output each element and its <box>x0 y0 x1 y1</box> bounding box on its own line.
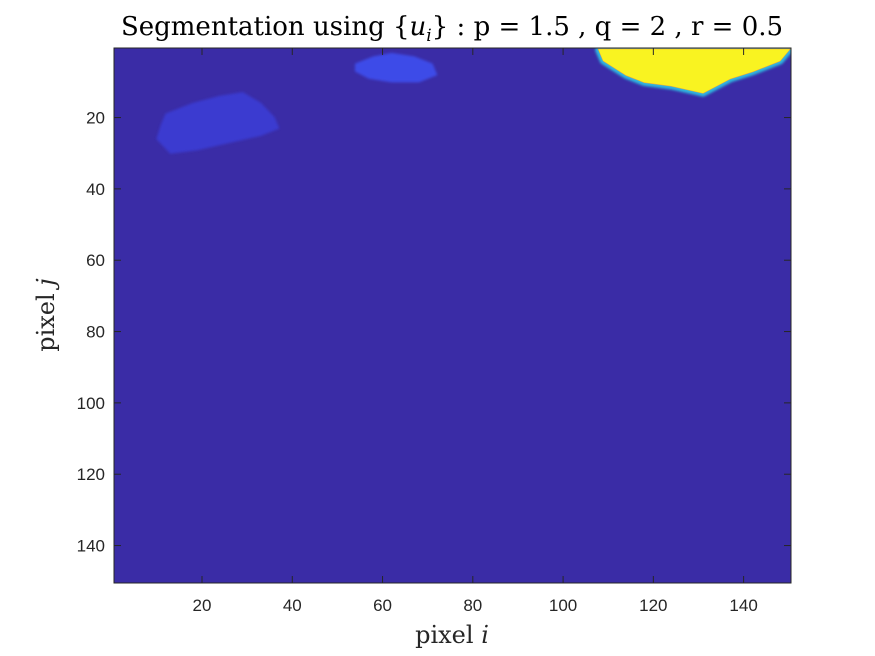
x-tick-label: 140 <box>729 596 757 615</box>
axes-box <box>113 47 792 584</box>
x-axis-label-var: i <box>481 621 489 649</box>
x-tick-label: 20 <box>193 596 212 615</box>
x-tick-label: 60 <box>373 596 392 615</box>
x-axis-label: pixel i <box>415 621 489 649</box>
light-blue-blob-top <box>355 52 438 83</box>
x-axis-ticks: 20 40 60 80 100 120 140 <box>193 48 758 615</box>
y-tick-label: 120 <box>77 465 105 484</box>
y-tick-label: 40 <box>86 180 105 199</box>
faint-blob-left <box>156 92 280 154</box>
heatmap-area <box>114 48 791 583</box>
y-axis-label-text: pixel <box>32 286 60 352</box>
y-tick-label: 20 <box>86 109 105 128</box>
title-sub: i <box>426 26 431 46</box>
y-axis-ticks: 20 40 60 80 100 120 140 <box>77 109 791 556</box>
x-tick-label: 80 <box>463 596 482 615</box>
y-tick-label: 100 <box>77 394 105 413</box>
y-tick-label: 140 <box>77 537 105 556</box>
y-tick-label: 60 <box>86 251 105 270</box>
x-tick-label: 120 <box>639 596 667 615</box>
y-axis-label: pixel j <box>32 278 60 352</box>
heatmap-regions <box>156 48 791 154</box>
x-axis-label-text: pixel <box>415 621 481 649</box>
x-tick-label: 100 <box>549 596 577 615</box>
chart-title: Segmentation using {ui} : p = 1.5 , q = … <box>121 12 783 46</box>
title-prefix: Segmentation using { <box>121 12 410 42</box>
title-var: u <box>410 12 427 42</box>
title-suffix: } : p = 1.5 , q = 2 , r = 0.5 <box>432 12 783 42</box>
y-tick-label: 80 <box>86 323 105 342</box>
yellow-blob-top-right <box>598 49 790 94</box>
x-tick-label: 40 <box>283 596 302 615</box>
